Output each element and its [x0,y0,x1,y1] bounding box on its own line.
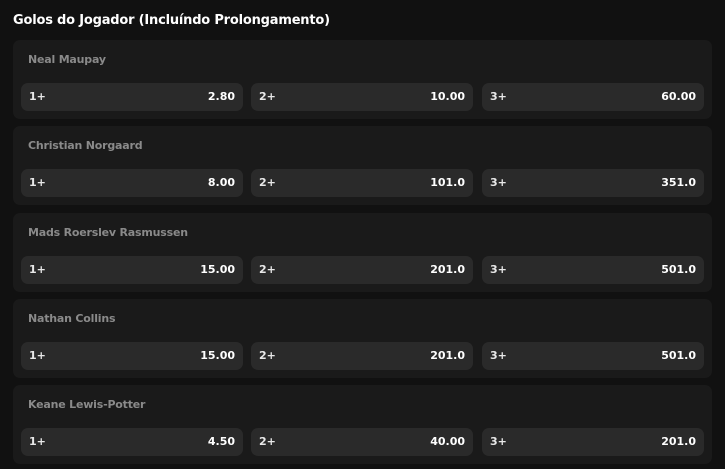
odds-label: 3+ [490,435,507,448]
player-card: Christian Norgaard 1+ 8.00 2+ 101.0 3+ 3… [13,126,712,205]
odds-label: 3+ [490,90,507,103]
odds-value: 501.0 [661,349,696,362]
odds-button-3-plus[interactable]: 3+ 501.0 [482,342,704,370]
odds-label: 3+ [490,349,507,362]
odds-button-1-plus[interactable]: 1+ 15.00 [21,342,243,370]
odds-label: 2+ [259,349,276,362]
player-card: Mads Roerslev Rasmussen 1+ 15.00 2+ 201.… [13,213,712,292]
odds-button-3-plus[interactable]: 3+ 201.0 [482,428,704,456]
odds-button-2-plus[interactable]: 2+ 40.00 [251,428,473,456]
odds-button-1-plus[interactable]: 1+ 8.00 [21,169,243,197]
player-name: Neal Maupay [28,53,106,66]
odds-value: 60.00 [661,90,696,103]
odds-value: 2.80 [207,90,235,103]
odds-button-2-plus[interactable]: 2+ 10.00 [251,83,473,111]
odds-button-2-plus[interactable]: 2+ 201.0 [251,342,473,370]
player-card: Nathan Collins 1+ 15.00 2+ 201.0 3+ 501.… [13,299,712,378]
odds-label: 1+ [29,176,46,189]
odds-value: 15.00 [200,263,235,276]
odds-value: 501.0 [661,263,696,276]
odds-value: 8.00 [207,176,235,189]
odds-value: 40.00 [430,435,465,448]
odds-value: 201.0 [661,435,696,448]
odds-button-3-plus[interactable]: 3+ 501.0 [482,256,704,284]
odds-label: 1+ [29,263,46,276]
odds-value: 201.0 [430,349,465,362]
market-title: Golos do Jogador (Incluíndo Prolongament… [13,13,330,28]
odds-label: 1+ [29,90,46,103]
player-name: Nathan Collins [28,312,116,325]
odds-label: 3+ [490,176,507,189]
odds-button-2-plus[interactable]: 2+ 201.0 [251,256,473,284]
odds-label: 2+ [259,176,276,189]
odds-label: 1+ [29,349,46,362]
odds-value: 10.00 [430,90,465,103]
odds-button-3-plus[interactable]: 3+ 351.0 [482,169,704,197]
player-name: Mads Roerslev Rasmussen [28,226,188,239]
odds-value: 101.0 [430,176,465,189]
odds-label: 2+ [259,90,276,103]
odds-label: 3+ [490,263,507,276]
odds-value: 351.0 [661,176,696,189]
odds-button-1-plus[interactable]: 1+ 15.00 [21,256,243,284]
player-name: Keane Lewis-Potter [28,398,146,411]
odds-value: 15.00 [200,349,235,362]
player-card: Keane Lewis-Potter 1+ 4.50 2+ 40.00 3+ 2… [13,385,712,464]
odds-label: 1+ [29,435,46,448]
odds-button-1-plus[interactable]: 1+ 4.50 [21,428,243,456]
odds-button-1-plus[interactable]: 1+ 2.80 [21,83,243,111]
odds-value: 201.0 [430,263,465,276]
odds-button-2-plus[interactable]: 2+ 101.0 [251,169,473,197]
odds-button-3-plus[interactable]: 3+ 60.00 [482,83,704,111]
odds-label: 2+ [259,435,276,448]
odds-value: 4.50 [207,435,235,448]
player-card: Neal Maupay 1+ 2.80 2+ 10.00 3+ 60.00 [13,40,712,119]
player-name: Christian Norgaard [28,139,143,152]
odds-label: 2+ [259,263,276,276]
